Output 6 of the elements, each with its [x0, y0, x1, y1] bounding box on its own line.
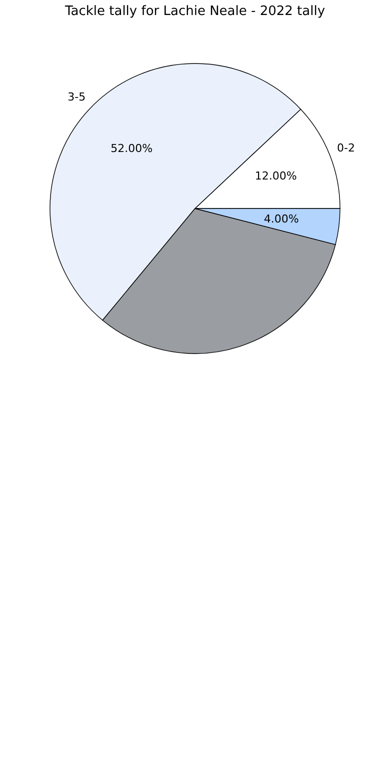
data-label: 4.00% — [264, 212, 299, 226]
data-label: 12.00% — [254, 169, 297, 182]
data-label: 52.00% — [110, 142, 153, 155]
chart-title: Tackle tally for Lachie Neale - 2022 tally — [64, 4, 326, 19]
slice-label: 0-2 — [337, 142, 355, 155]
slice-label: 3-5 — [68, 90, 86, 104]
